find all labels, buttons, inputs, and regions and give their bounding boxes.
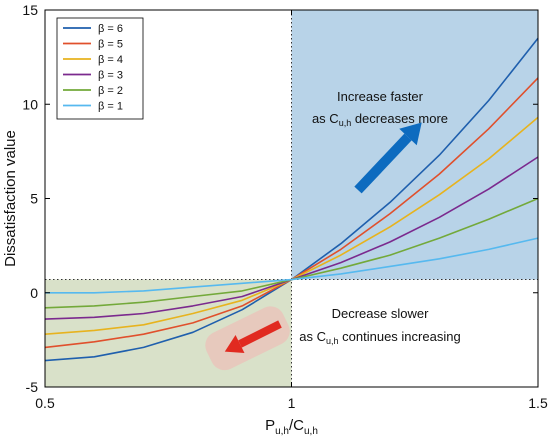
legend-label-3: β = 4 — [98, 54, 123, 66]
legend-label-1: β = 6 — [98, 23, 123, 35]
y-tick-label-4: 15 — [22, 2, 38, 18]
y-tick-label-2: 5 — [30, 191, 38, 207]
x-tick-label-0: 0.5 — [35, 395, 55, 411]
y-tick-label-0: -5 — [26, 379, 39, 395]
legend-box — [56, 17, 144, 120]
y-tick-label-3: 10 — [22, 96, 38, 112]
x-axis-title: Pu,h/Cu,h — [265, 417, 318, 437]
lower-annotation-line2: as Cu,h continues increasing — [299, 329, 460, 346]
upper-annotation-line1: Increase faster — [337, 89, 424, 104]
legend-label-5: β = 2 — [98, 85, 123, 97]
y-axis-title: Dissatisfaction value — [2, 130, 19, 267]
x-tick-label-1: 1 — [288, 395, 296, 411]
increase-arrow-shaft — [354, 133, 412, 194]
upper-annotation-line2: as Cu,h decreases more — [312, 111, 448, 128]
decrease-arrow-head — [224, 335, 245, 353]
legend-label-2: β = 5 — [98, 39, 123, 51]
series-line-6 — [45, 237, 539, 294]
x-tick-label-2: 1.5 — [528, 395, 548, 411]
increase-arrow-head — [399, 122, 422, 146]
shaded-region-upper-right — [291, 10, 538, 280]
lower-annotation-line1: Decrease slower — [332, 306, 429, 321]
legend-label-4: β = 3 — [98, 70, 123, 82]
y-tick-label-1: 0 — [30, 285, 38, 301]
legend-label-6: β = 1 — [98, 101, 123, 113]
decrease-arrow-shaft — [238, 320, 282, 348]
